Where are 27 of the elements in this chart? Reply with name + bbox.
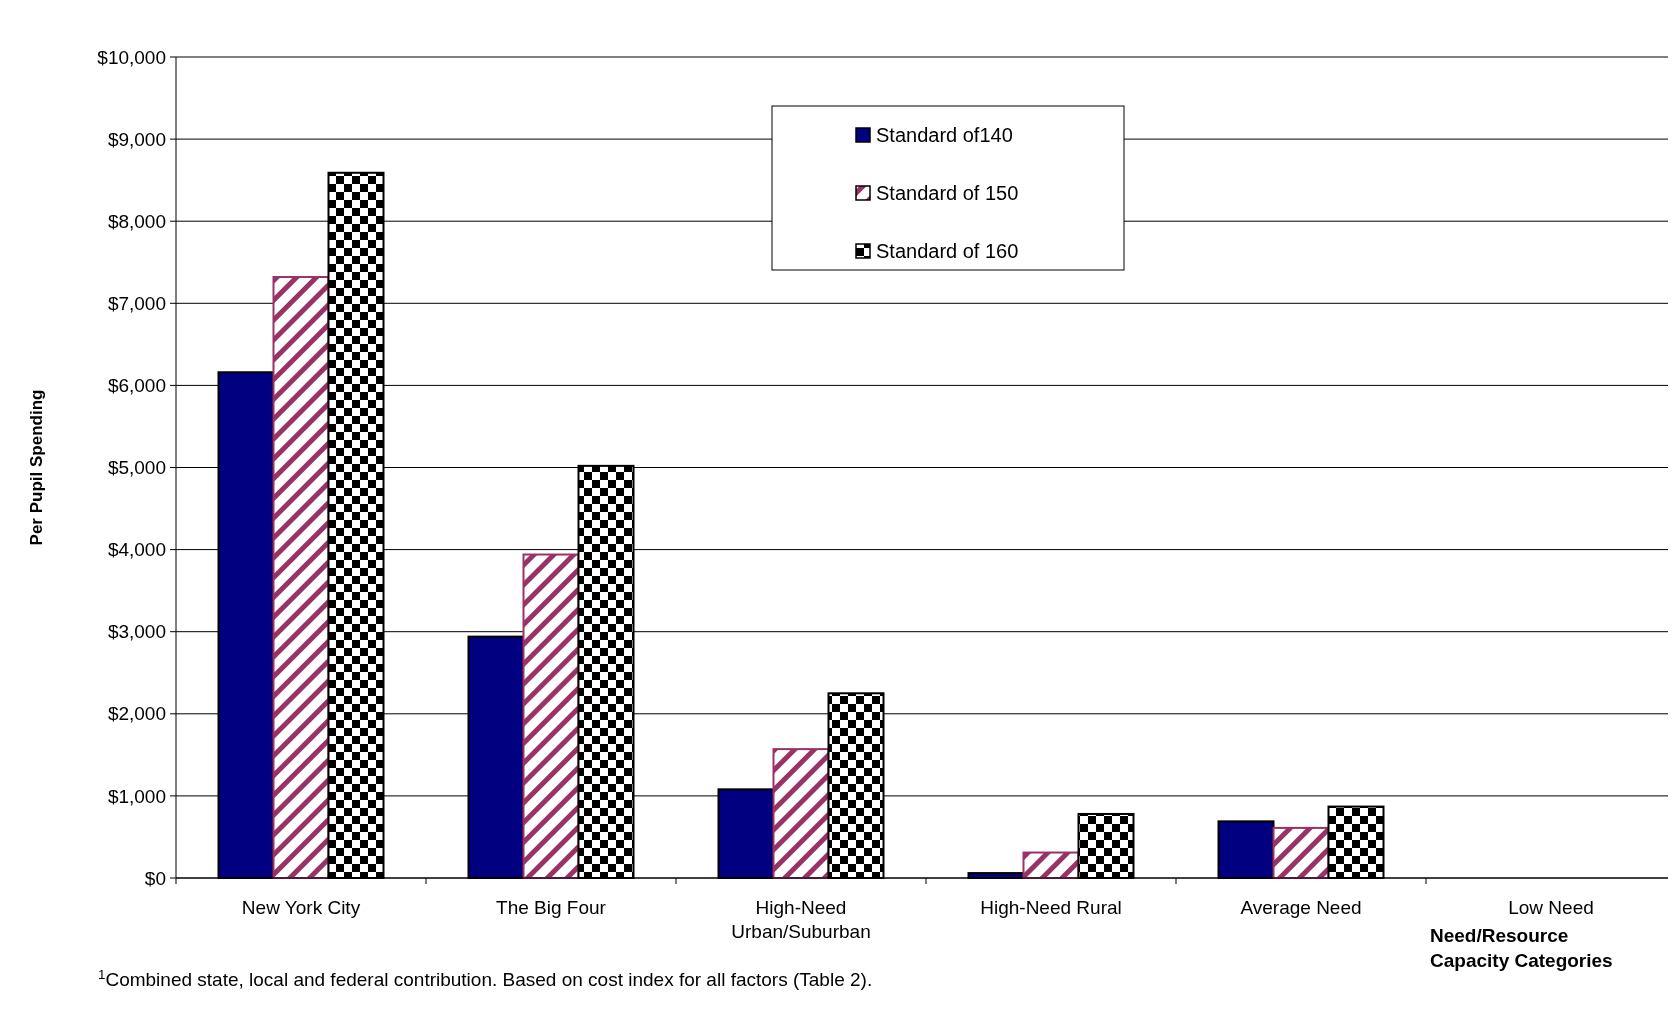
y-tick-label: $3,000: [107, 621, 166, 643]
y-tick-label: $2,000: [107, 703, 166, 725]
bar: [272, 276, 330, 879]
y-tick-label: $5,000: [107, 457, 166, 479]
text: $^{1}$Combined state, local and federal contribution. Based on cost index for all factors (Table 2).: [98, 966, 873, 990]
x-axis-title: Need/Resource Capacity Categories: [1430, 925, 1613, 971]
y-tick-label: $4,000: [107, 539, 166, 561]
legend-label: Standard of140: [876, 124, 1013, 146]
x-tick-label: High-Need Urban/Suburban: [731, 897, 871, 942]
bar: [1272, 826, 1330, 879]
x-tick-label: Average Need: [1240, 897, 1362, 918]
y-tick-label: $6,000: [107, 375, 166, 397]
legend-label: Standard of 160: [876, 240, 1019, 262]
bar: [522, 553, 580, 879]
y-tick-label: $9,000: [107, 128, 166, 150]
x-tick-label: The Big Four: [496, 897, 607, 918]
x-tick-label: Low Need: [1508, 897, 1594, 918]
y-tick-label: $10,000: [97, 46, 166, 68]
y-tick-label: $1,000: [107, 785, 166, 807]
bar: [772, 748, 830, 879]
x-tick-label: High-Need Rural: [980, 897, 1122, 918]
y-tick-label: $8,000: [107, 210, 166, 232]
y-tick-label: $7,000: [107, 292, 166, 314]
x-tick-label: New York City: [241, 897, 361, 918]
y-tick-label: $0: [144, 867, 166, 889]
legend-label: Standard of 150: [876, 182, 1019, 204]
y-axis-title: Per Pupil Spending: [27, 389, 46, 546]
